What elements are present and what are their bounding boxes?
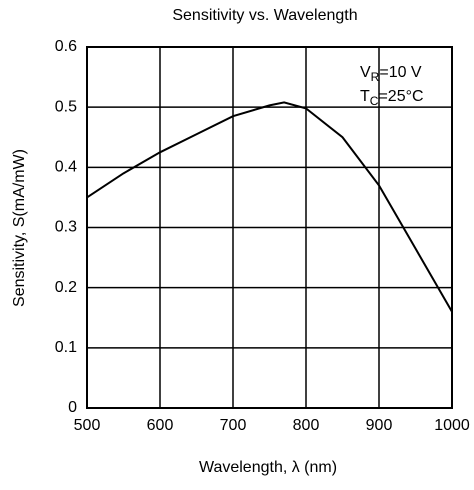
annotation-main: T: [360, 88, 370, 105]
annotation: TC=25°C: [360, 88, 424, 108]
y-tick-label: 0: [68, 399, 77, 416]
x-tick-label: 600: [147, 417, 174, 434]
x-axis-label: Wavelength, λ (nm): [199, 459, 337, 476]
annotation: VR=10 V: [360, 64, 422, 84]
x-tick-label: 1000: [434, 417, 470, 434]
annotation-main: V: [360, 64, 371, 81]
chart-title: Sensitivity vs. Wavelength: [172, 7, 357, 24]
annotation-rest: =25°C: [378, 88, 423, 105]
plot-frame: [86, 46, 453, 409]
y-tick-label: 0.5: [55, 98, 77, 115]
x-tick-label: 500: [74, 417, 101, 434]
y-tick-label: 0.2: [55, 279, 77, 296]
line: [86, 101, 453, 313]
y-tick-label: 0.1: [55, 339, 77, 356]
y-axis-label: Sensitivity, S(mA/mW): [11, 149, 28, 307]
annotation-rest: =10 V: [379, 64, 422, 81]
annotation-sub: C: [370, 94, 379, 108]
annotation-sub: R: [371, 70, 380, 84]
y-tick-label: 0.4: [55, 159, 77, 176]
x-tick-label: 800: [293, 417, 320, 434]
y-tick-label: 0.6: [55, 38, 77, 55]
y-tick-label: 0.3: [55, 219, 77, 236]
x-tick-label: 700: [220, 417, 247, 434]
x-tick-label: 900: [366, 417, 393, 434]
